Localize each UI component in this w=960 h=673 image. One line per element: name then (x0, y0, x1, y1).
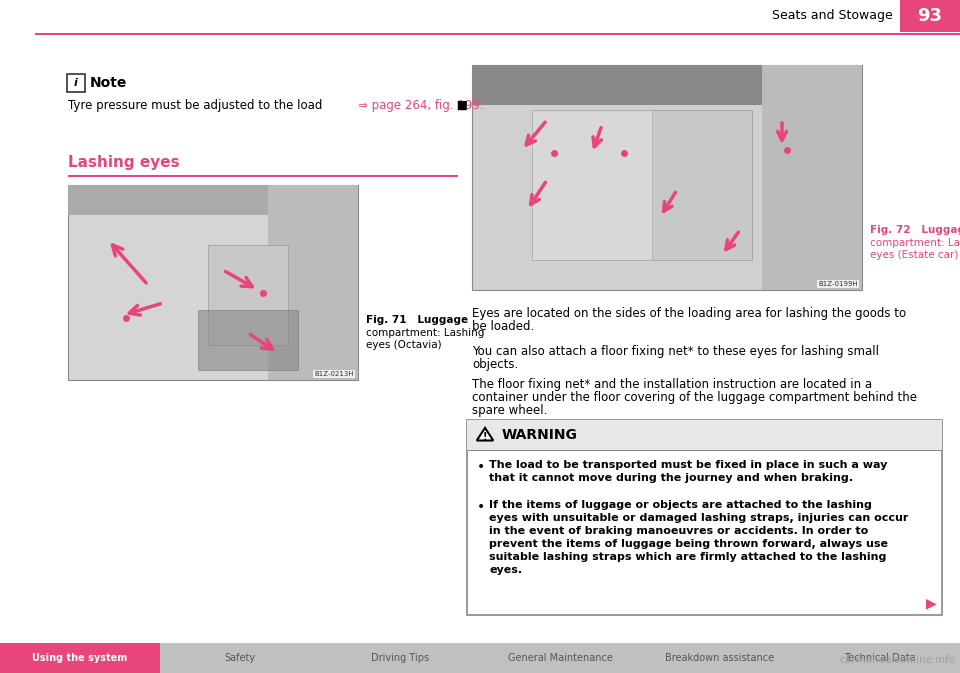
Text: Safety: Safety (225, 653, 255, 663)
Bar (198, 310, 298, 370)
Text: Fig. 72   Luggage: Fig. 72 Luggage (870, 225, 960, 235)
Text: Note: Note (90, 76, 128, 90)
Text: You can also attach a floor fixing net* to these eyes for lashing small: You can also attach a floor fixing net* … (472, 345, 879, 358)
Text: in the event of braking manoeuvres or accidents. In order to: in the event of braking manoeuvres or ac… (489, 526, 868, 536)
Text: B1Z-0199H: B1Z-0199H (818, 281, 858, 287)
Text: prevent the items of luggage being thrown forward, always use: prevent the items of luggage being throw… (489, 539, 888, 549)
Bar (532, 110, 652, 260)
Bar (68, 175, 458, 176)
Text: B1Z-0213H: B1Z-0213H (314, 371, 354, 377)
Text: objects.: objects. (472, 358, 518, 371)
Bar (467, 420, 942, 450)
Bar (762, 65, 862, 290)
Bar (900, 0, 960, 32)
Text: General Maintenance: General Maintenance (508, 653, 612, 663)
Text: 93: 93 (918, 7, 943, 25)
Text: eyes with unsuitable or damaged lashing straps, injuries can occur: eyes with unsuitable or damaged lashing … (489, 513, 908, 523)
Polygon shape (477, 428, 493, 441)
Bar (68, 185, 358, 380)
Bar (160, 643, 320, 673)
Bar (35, 33, 960, 34)
Bar (532, 110, 752, 260)
Text: Using the system: Using the system (33, 653, 128, 663)
Text: •: • (477, 500, 485, 514)
Bar (320, 643, 480, 673)
Bar (68, 185, 358, 215)
Text: ⇒ page 264, fig. 199.: ⇒ page 264, fig. 199. (358, 99, 484, 112)
Text: Fig. 71   Luggage: Fig. 71 Luggage (366, 315, 468, 325)
Text: Driving Tips: Driving Tips (371, 653, 429, 663)
Text: eyes (Estate car): eyes (Estate car) (870, 250, 958, 260)
Bar (800, 643, 960, 673)
Bar (472, 65, 862, 290)
Text: Tyre pressure must be adjusted to the load: Tyre pressure must be adjusted to the lo… (68, 99, 326, 112)
Text: WARNING: WARNING (502, 428, 578, 442)
Text: !: ! (483, 432, 488, 442)
Text: eyes.: eyes. (489, 565, 522, 575)
Text: If the items of luggage or objects are attached to the lashing: If the items of luggage or objects are a… (489, 500, 872, 510)
Bar (472, 65, 862, 105)
Text: ■: ■ (453, 99, 468, 112)
Text: The floor fixing net* and the installation instruction are located in a: The floor fixing net* and the installati… (472, 378, 872, 391)
Bar (467, 450, 942, 451)
Bar (0, 643, 160, 673)
Text: spare wheel.: spare wheel. (472, 404, 547, 417)
Text: i: i (74, 78, 78, 88)
Bar (208, 245, 288, 345)
Bar (480, 643, 640, 673)
Text: Technical Data: Technical Data (844, 653, 916, 663)
Text: container under the floor covering of the luggage compartment behind the: container under the floor covering of th… (472, 391, 917, 404)
Text: compartment: Lashing: compartment: Lashing (366, 328, 485, 338)
FancyBboxPatch shape (67, 74, 85, 92)
Text: that it cannot move during the journey and when braking.: that it cannot move during the journey a… (489, 473, 853, 483)
Text: suitable lashing straps which are firmly attached to the lashing: suitable lashing straps which are firmly… (489, 552, 886, 562)
Text: ▶: ▶ (926, 596, 937, 610)
Text: The load to be transported must be fixed in place in such a way: The load to be transported must be fixed… (489, 460, 887, 470)
Text: eyes (Octavia): eyes (Octavia) (366, 340, 442, 350)
Text: compartment: Lashing: compartment: Lashing (870, 238, 960, 248)
Text: Breakdown assistance: Breakdown assistance (665, 653, 775, 663)
Text: carmanualsonline.info: carmanualsonline.info (839, 655, 955, 665)
Bar (268, 185, 358, 380)
Text: Eyes are located on the sides of the loading area for lashing the goods to: Eyes are located on the sides of the loa… (472, 307, 906, 320)
Text: Seats and Stowage: Seats and Stowage (772, 9, 893, 22)
Text: Lashing eyes: Lashing eyes (68, 155, 180, 170)
Bar (467, 420, 942, 615)
Text: be loaded.: be loaded. (472, 320, 535, 333)
Text: •: • (477, 460, 485, 474)
Bar (640, 643, 800, 673)
